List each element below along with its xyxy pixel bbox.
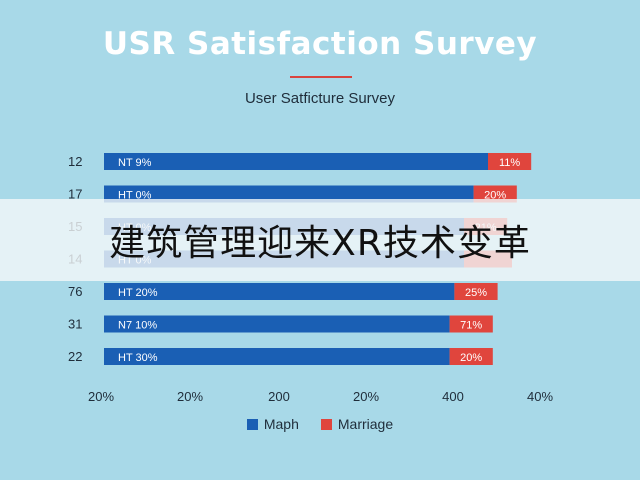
x-tick-label: 200 <box>268 389 290 404</box>
data-label-maph: HT 20% <box>118 287 158 299</box>
headline-banner: 建筑管理迎来XR技术变革 <box>0 199 640 281</box>
legend-label-series2: Marriage <box>337 416 394 432</box>
x-tick-label: 20% <box>353 389 379 404</box>
category-label: 22 <box>68 349 82 364</box>
chart-title: USR Satisfaction Survey <box>102 26 538 62</box>
category-label: 31 <box>68 317 82 332</box>
x-tick-label: 20% <box>177 389 203 404</box>
title-underline <box>290 76 352 78</box>
bar-segment-maph <box>104 315 450 333</box>
legend-label-series1: Maph <box>263 416 299 432</box>
category-label: 12 <box>68 154 82 169</box>
data-label-marriage: 71% <box>460 320 482 332</box>
data-label-maph: N7 10% <box>118 320 157 332</box>
legend-item-series2: Marriage <box>320 416 394 432</box>
bar-segment-marriage <box>454 283 498 300</box>
bar-segment-maph <box>104 348 450 365</box>
legend-swatch-series2 <box>320 418 332 430</box>
category-label: 76 <box>68 284 82 299</box>
category-label: 17 <box>68 187 82 202</box>
bar-segment-marriage <box>488 153 532 170</box>
legend-item-series1: Maph <box>246 416 299 432</box>
banner-text: 建筑管理迎来XR技术变革 <box>109 223 531 264</box>
data-label-marriage: 25% <box>465 287 487 299</box>
bar-segment-maph <box>104 153 488 170</box>
chart-subtitle: User Satficture Survey <box>244 90 396 107</box>
bar-segment-marriage <box>449 348 493 365</box>
data-label-maph: HT 30% <box>118 352 158 364</box>
x-tick-label: 20% <box>88 389 114 404</box>
data-label-maph: HT 0% <box>118 190 152 202</box>
data-label-marriage: 20% <box>484 190 506 202</box>
data-label-marriage: 11% <box>499 157 520 169</box>
x-tick-label: 40% <box>527 389 553 404</box>
x-tick-label: 400 <box>442 389 464 404</box>
chart-legend: Maph Marriage <box>0 416 640 432</box>
bar-segment-maph <box>104 283 455 300</box>
legend-swatch-series1 <box>246 418 258 430</box>
bar-segment-marriage <box>473 185 517 203</box>
bar-segment-marriage <box>449 315 493 333</box>
data-label-marriage: 20% <box>460 352 482 364</box>
data-label-maph: NT 9% <box>118 157 152 169</box>
bar-segment-maph <box>104 185 474 203</box>
